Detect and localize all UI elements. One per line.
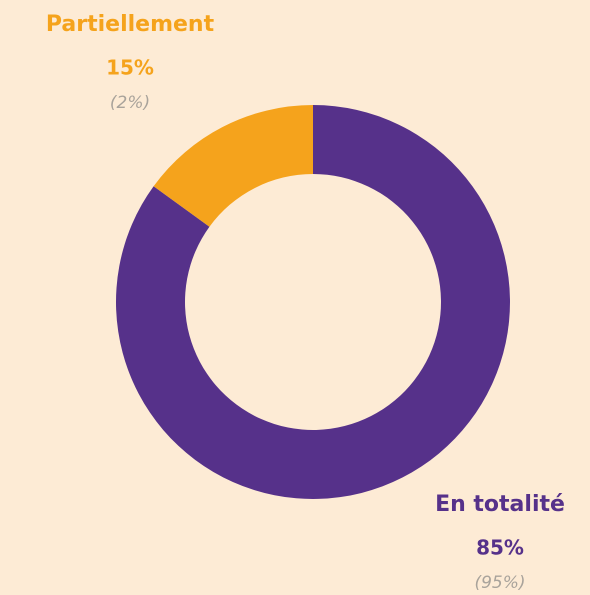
slice [115, 105, 511, 499]
slice-label: Partiellement [46, 12, 215, 37]
value-label: 15% [106, 56, 154, 80]
slice-label: En totalité [435, 492, 565, 517]
annotation: (2%) [110, 93, 150, 113]
slice [153, 104, 313, 227]
value-label: 85% [476, 536, 524, 560]
annotation: (95%) [474, 573, 525, 593]
